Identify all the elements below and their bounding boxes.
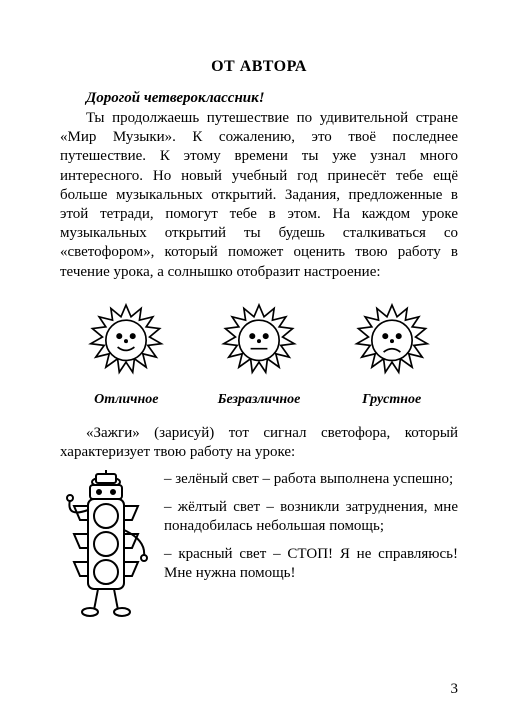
- sun-label-happy: Отличное: [60, 392, 193, 408]
- instruction-paragraph: «Зажги» (зарисуй) тот сигнал светофора, …: [60, 424, 458, 462]
- sun-happy-icon: [84, 300, 168, 384]
- sun-neutral-icon: [217, 300, 301, 384]
- traffic-legend-list: – зелёный свет – работа выполнена успешн…: [164, 470, 458, 592]
- suns-row: [60, 300, 458, 384]
- legend-green: – зелёный свет – работа выполнена успешн…: [164, 470, 458, 490]
- traffic-legend: – зелёный свет – работа выполнена успешн…: [60, 470, 458, 620]
- page: ОТ АВТОРА Дорогой четвероклассник! Ты пр…: [0, 0, 508, 720]
- legend-yellow: – жёлтый свет – возникли затруднения, мн…: [164, 498, 458, 537]
- body-paragraph: Ты продолжаешь путешествие по удивительн…: [60, 109, 458, 282]
- legend-red: – красный свет – СТОП! Я не справляюсь! …: [164, 545, 458, 584]
- sun-label-sad: Грустное: [325, 392, 458, 408]
- page-number: 3: [451, 681, 459, 698]
- salutation: Дорогой четвероклассник!: [60, 90, 458, 107]
- page-title: ОТ АВТОРА: [60, 58, 458, 76]
- sun-label-neutral: Безразличное: [193, 392, 326, 408]
- sun-labels: Отличное Безразличное Грустное: [60, 392, 458, 408]
- traffic-light-icon: [60, 470, 152, 620]
- sun-sad-icon: [350, 300, 434, 384]
